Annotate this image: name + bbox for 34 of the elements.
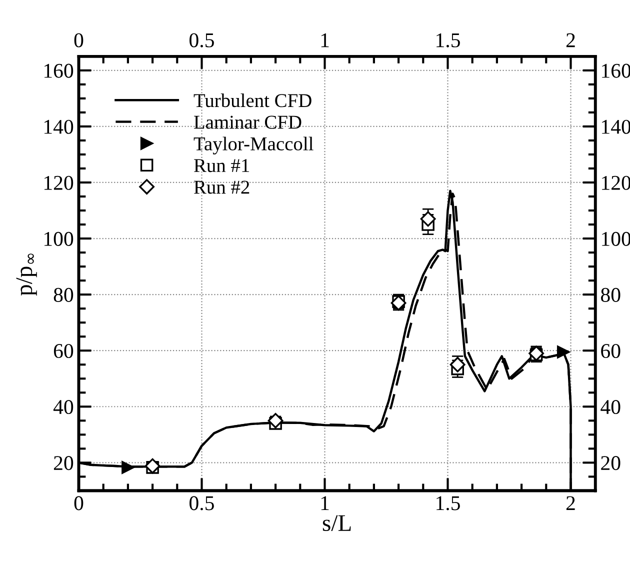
x2-tick-label: 1.5 xyxy=(436,33,460,48)
point xyxy=(144,458,160,474)
legend-label: Turbulent CFD xyxy=(194,93,312,108)
x-tick-label: 2 xyxy=(566,496,575,510)
y2-tick-label: 60 xyxy=(601,344,620,358)
y-axis-title: p/p$_{∞}$ xyxy=(16,254,37,296)
x2-tick-label: 0.5 xyxy=(190,33,214,48)
y-tick-label: 120 xyxy=(44,176,74,190)
x2-tick-label: 2 xyxy=(566,33,575,48)
legend-label: Run #1 xyxy=(194,159,250,172)
legend-label: Taylor-Maccoll xyxy=(194,136,314,154)
legend-label: Laminar CFD xyxy=(194,116,302,129)
x2-tick-label: 0 xyxy=(74,33,84,48)
x-tick-label: 1 xyxy=(321,496,329,510)
y-tick-label: 80 xyxy=(54,288,74,302)
x-tick-label: 0.5 xyxy=(190,496,214,510)
point xyxy=(268,412,284,428)
y-tick-label: 40 xyxy=(53,400,74,414)
point xyxy=(556,346,570,358)
y-tick-label: 20 xyxy=(54,456,74,470)
y2-tick-label: 40 xyxy=(600,400,620,414)
y-tick-label: 60 xyxy=(54,344,74,358)
x2-tick-label: 1 xyxy=(321,33,329,48)
point xyxy=(122,461,134,474)
y2-tick-label: 80 xyxy=(601,288,620,302)
x-axis-title: s/L xyxy=(322,515,351,532)
point xyxy=(420,211,436,227)
y-tick-label: 160 xyxy=(44,64,74,78)
x-tick-label: 0 xyxy=(74,496,84,510)
x-tick-label: 1.5 xyxy=(436,496,460,510)
y-tick-label: 140 xyxy=(44,120,74,134)
y-tick-label: 100 xyxy=(44,232,74,246)
y2-tick-label: 20 xyxy=(601,456,620,470)
legend-label: Run #2 xyxy=(194,180,250,194)
